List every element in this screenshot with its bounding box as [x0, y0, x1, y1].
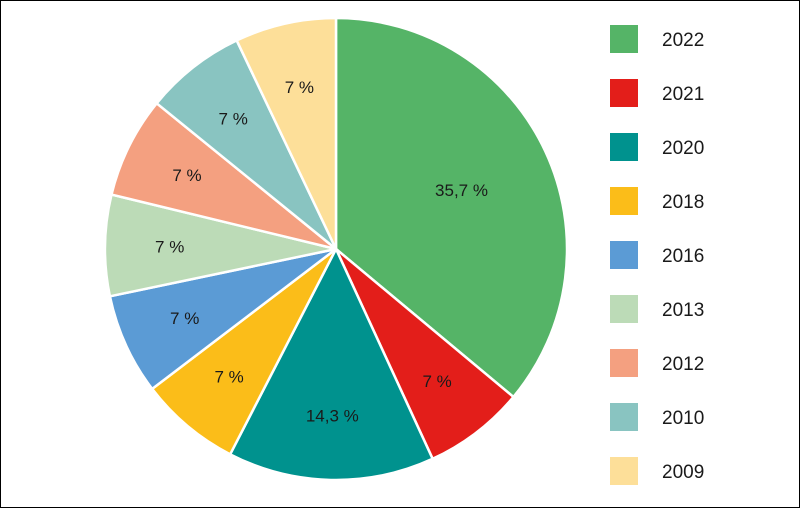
pie-slice-2009	[235, 16, 338, 251]
legend: 2022 2021 2020 2018 2016 2013 2012 2010 2009	[610, 25, 704, 485]
slice-label-2016: 7 %	[170, 309, 199, 328]
legend-label-2012: 2012	[662, 354, 704, 375]
slice-labels: 35,7 % 7 % 14,3 % 7 % 7 % 7 % 7 % 7 % 7 %	[155, 78, 488, 425]
legend-swatch-2013	[610, 295, 638, 323]
legend-swatch-2020	[610, 133, 638, 161]
slice-label-2009: 7 %	[285, 78, 314, 97]
legend-swatch-2010	[610, 403, 638, 431]
slice-label-2013: 7 %	[155, 237, 184, 256]
pie-slices	[103, 16, 569, 482]
legend-label-2022: 2022	[662, 30, 704, 51]
pie-slice-2010	[155, 39, 338, 251]
legend-label-2021: 2021	[662, 84, 704, 105]
legend-swatch-2016	[610, 241, 638, 269]
pie-slice-2018	[150, 247, 338, 456]
slice-label-2018: 7 %	[214, 367, 243, 386]
legend-label-2018: 2018	[662, 192, 704, 213]
slice-label-2012: 7 %	[172, 166, 201, 185]
slice-label-2010: 7 %	[219, 109, 248, 128]
pie-slice-2022	[334, 16, 569, 399]
legend-swatch-2018	[610, 187, 638, 215]
legend-swatch-2009	[610, 457, 638, 485]
legend-label-2013: 2013	[662, 300, 704, 321]
pie-slice-2020	[228, 247, 434, 482]
legend-swatch-2012	[610, 349, 638, 377]
slice-label-2020: 14,3 %	[306, 406, 359, 425]
pie-slice-2021	[334, 247, 515, 461]
slice-label-2022: 35,7 %	[435, 181, 488, 200]
pie-slice-2016	[108, 247, 338, 391]
slice-label-2021: 7 %	[422, 372, 451, 391]
pie-slice-2013	[103, 193, 338, 298]
legend-swatch-2021	[610, 79, 638, 107]
legend-swatch-2022	[610, 25, 638, 53]
pie-slice-2012	[110, 102, 338, 251]
legend-label-2020: 2020	[662, 138, 704, 159]
legend-label-2009: 2009	[662, 462, 704, 483]
legend-label-2016: 2016	[662, 246, 704, 267]
legend-label-2010: 2010	[662, 408, 704, 429]
